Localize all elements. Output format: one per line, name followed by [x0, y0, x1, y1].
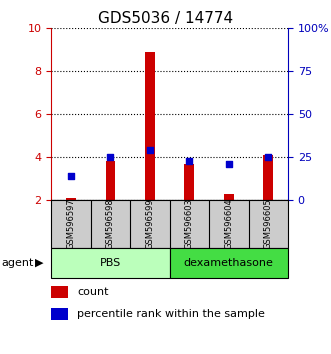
Bar: [106, 161, 116, 200]
Point: [226, 161, 231, 167]
Bar: [263, 155, 273, 200]
Point: [69, 173, 74, 179]
Point: [187, 158, 192, 163]
Text: agent: agent: [2, 258, 34, 268]
Text: GDS5036 / 14774: GDS5036 / 14774: [98, 11, 233, 25]
Text: GSM596603: GSM596603: [185, 199, 194, 249]
Text: GSM596605: GSM596605: [264, 199, 273, 249]
Text: GSM596598: GSM596598: [106, 199, 115, 249]
Point: [265, 154, 271, 160]
FancyBboxPatch shape: [169, 248, 288, 278]
Bar: [145, 52, 155, 200]
Text: GSM596597: GSM596597: [67, 199, 75, 249]
Point: [108, 154, 113, 160]
Text: percentile rank within the sample: percentile rank within the sample: [77, 309, 265, 319]
Point: [147, 147, 153, 153]
Bar: [224, 194, 234, 200]
Text: dexamethasone: dexamethasone: [184, 258, 274, 268]
Text: PBS: PBS: [100, 258, 121, 268]
Text: ▶: ▶: [35, 258, 43, 268]
Bar: [184, 164, 194, 200]
Bar: [66, 198, 76, 200]
Bar: [51, 308, 68, 320]
FancyBboxPatch shape: [51, 248, 169, 278]
Text: GSM596599: GSM596599: [145, 199, 155, 249]
FancyBboxPatch shape: [51, 200, 288, 248]
Bar: [51, 286, 68, 298]
Text: GSM596604: GSM596604: [224, 199, 233, 249]
Text: count: count: [77, 287, 109, 297]
